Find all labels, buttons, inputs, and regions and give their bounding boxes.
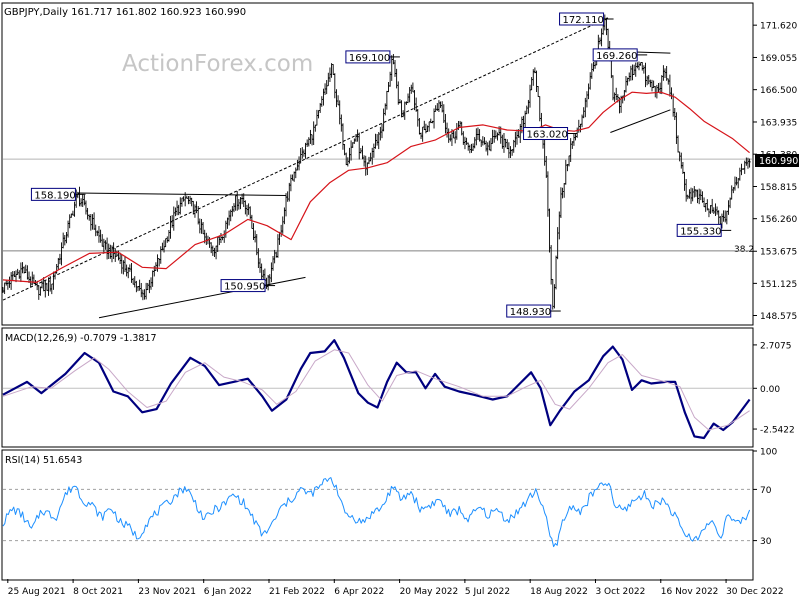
price-axis-label: 153.675: [760, 248, 797, 258]
symbol-header: GBPJPY,Daily 161.717 161.802 160.923 160…: [4, 7, 246, 18]
rsi-title: RSI(14) 51.6543: [5, 455, 82, 466]
time-axis-label: 21 Feb 2022: [269, 587, 325, 597]
time-axis-label: 25 Aug 2021: [8, 587, 66, 597]
rsi-lines: [2, 477, 751, 548]
price-annotations: 158.190 150.950 169.100 172.110 148.930 163.0…: [30, 12, 732, 318]
macd-panel-frame: [1, 327, 754, 448]
swing-label: 172.110: [559, 12, 614, 26]
last-price-tag-text: 160.990: [759, 156, 798, 167]
time-axis-label: 3 Oct 2022: [595, 587, 645, 597]
swing-label: 150.950: [220, 279, 276, 293]
price-bar: [748, 158, 751, 168]
time-axis-label: 6 Apr 2022: [334, 587, 384, 597]
swing-label-box: [345, 50, 391, 64]
rsi-panel-frame: [1, 449, 754, 581]
swing-label-box: [506, 304, 552, 318]
rsi-axis-label: 30: [760, 537, 772, 547]
swing-label: 148.930: [506, 304, 561, 318]
price-panel-frame: [1, 2, 754, 326]
time-axis: 25 Aug 2021 8 Oct 2021 23 Nov 2021 6 Jan 20…: [7, 579, 784, 597]
swing-label-text: 150.950: [224, 282, 265, 293]
swing-label-box: [559, 12, 605, 26]
macd-axis: 2.7075 0.00 -2.5422: [753, 341, 795, 436]
swing-label: 158.190: [30, 187, 86, 201]
price-axis-label: 169.055: [760, 54, 797, 64]
swing-label-text: 158.190: [34, 190, 75, 201]
watermark: ActionForex.com: [122, 51, 313, 77]
time-axis-label: 20 May 2022: [400, 587, 459, 597]
trendline: [631, 51, 671, 54]
swing-label: 155.330: [676, 223, 732, 237]
fib-level-label: 38.2: [734, 245, 754, 255]
trendline: [610, 109, 671, 133]
swing-label-text: 155.330: [680, 226, 721, 237]
time-axis-label: 6 Jan 2022: [204, 587, 252, 597]
time-axis-label: 30 Dec 2022: [726, 587, 784, 597]
price-levels: [3, 158, 752, 252]
swing-label-box: [592, 48, 638, 62]
last-price-tag-box: [755, 154, 799, 167]
swing-label: 163.020: [523, 127, 578, 141]
swing-label-text: 148.930: [510, 307, 551, 318]
macd-title: MACD(12,26,9) -0.7079 -1.3817: [5, 333, 157, 344]
price-axis-label: 148.575: [760, 312, 797, 322]
rsi-line: [2, 477, 751, 548]
rsi-axis: 100 70 30: [753, 448, 777, 547]
price-axis-label: 163.935: [760, 118, 797, 128]
macd-axis-label: 0.00: [760, 385, 780, 395]
time-axis-label: 5 Jul 2022: [465, 587, 510, 597]
rsi-panel: RSI(14) 51.6543 100 70 30: [1, 448, 777, 581]
swing-label-text: 163.020: [527, 130, 568, 141]
swing-label-text: 172.110: [563, 15, 604, 26]
rsi-axis-label: 100: [760, 448, 777, 458]
price-bars: [1, 14, 751, 310]
price-axis-label: 151.125: [760, 280, 797, 290]
swing-label-box: [676, 223, 722, 237]
macd-axis-label: -2.5422: [760, 426, 795, 436]
swing-label-box: [220, 279, 266, 293]
moving-average-line: [2, 91, 750, 283]
swing-label-text: 169.100: [349, 53, 390, 64]
rsi-levels: [3, 488, 752, 542]
trendline: [77, 192, 287, 196]
macd-signal-line: [2, 349, 750, 431]
time-axis-label: 23 Nov 2021: [138, 587, 196, 597]
swing-label: 169.100: [345, 50, 400, 64]
price-axis-label: 156.260: [760, 215, 797, 225]
swing-label: 169.260: [592, 48, 648, 62]
moving-average: [2, 91, 750, 283]
rsi-axis-label: 70: [760, 486, 772, 496]
macd-panel: MACD(12,26,9) -0.7079 -1.3817 2.7075 0.00…: [1, 327, 795, 448]
time-axis-label: 16 Nov 2022: [661, 587, 719, 597]
time-axis-label: 8 Oct 2021: [73, 587, 123, 597]
swing-label-text: 169.260: [596, 51, 637, 62]
price-axis-label: 158.815: [760, 183, 797, 193]
swing-label-box: [523, 127, 569, 141]
time-axis-label: 18 Aug 2022: [530, 587, 588, 597]
price-panel: ActionForex.com GBPJPY,Daily 161.717 161…: [1, 2, 799, 326]
macd-axis-label: 2.7075: [760, 341, 792, 351]
price-axis-label: 171.620: [760, 22, 797, 32]
trendline: [98, 276, 306, 319]
swing-label-box: [30, 187, 76, 201]
price-axis-label: 166.500: [760, 86, 797, 96]
last-price-tag: 160.990: [755, 154, 799, 167]
macd-lines: [2, 339, 752, 440]
